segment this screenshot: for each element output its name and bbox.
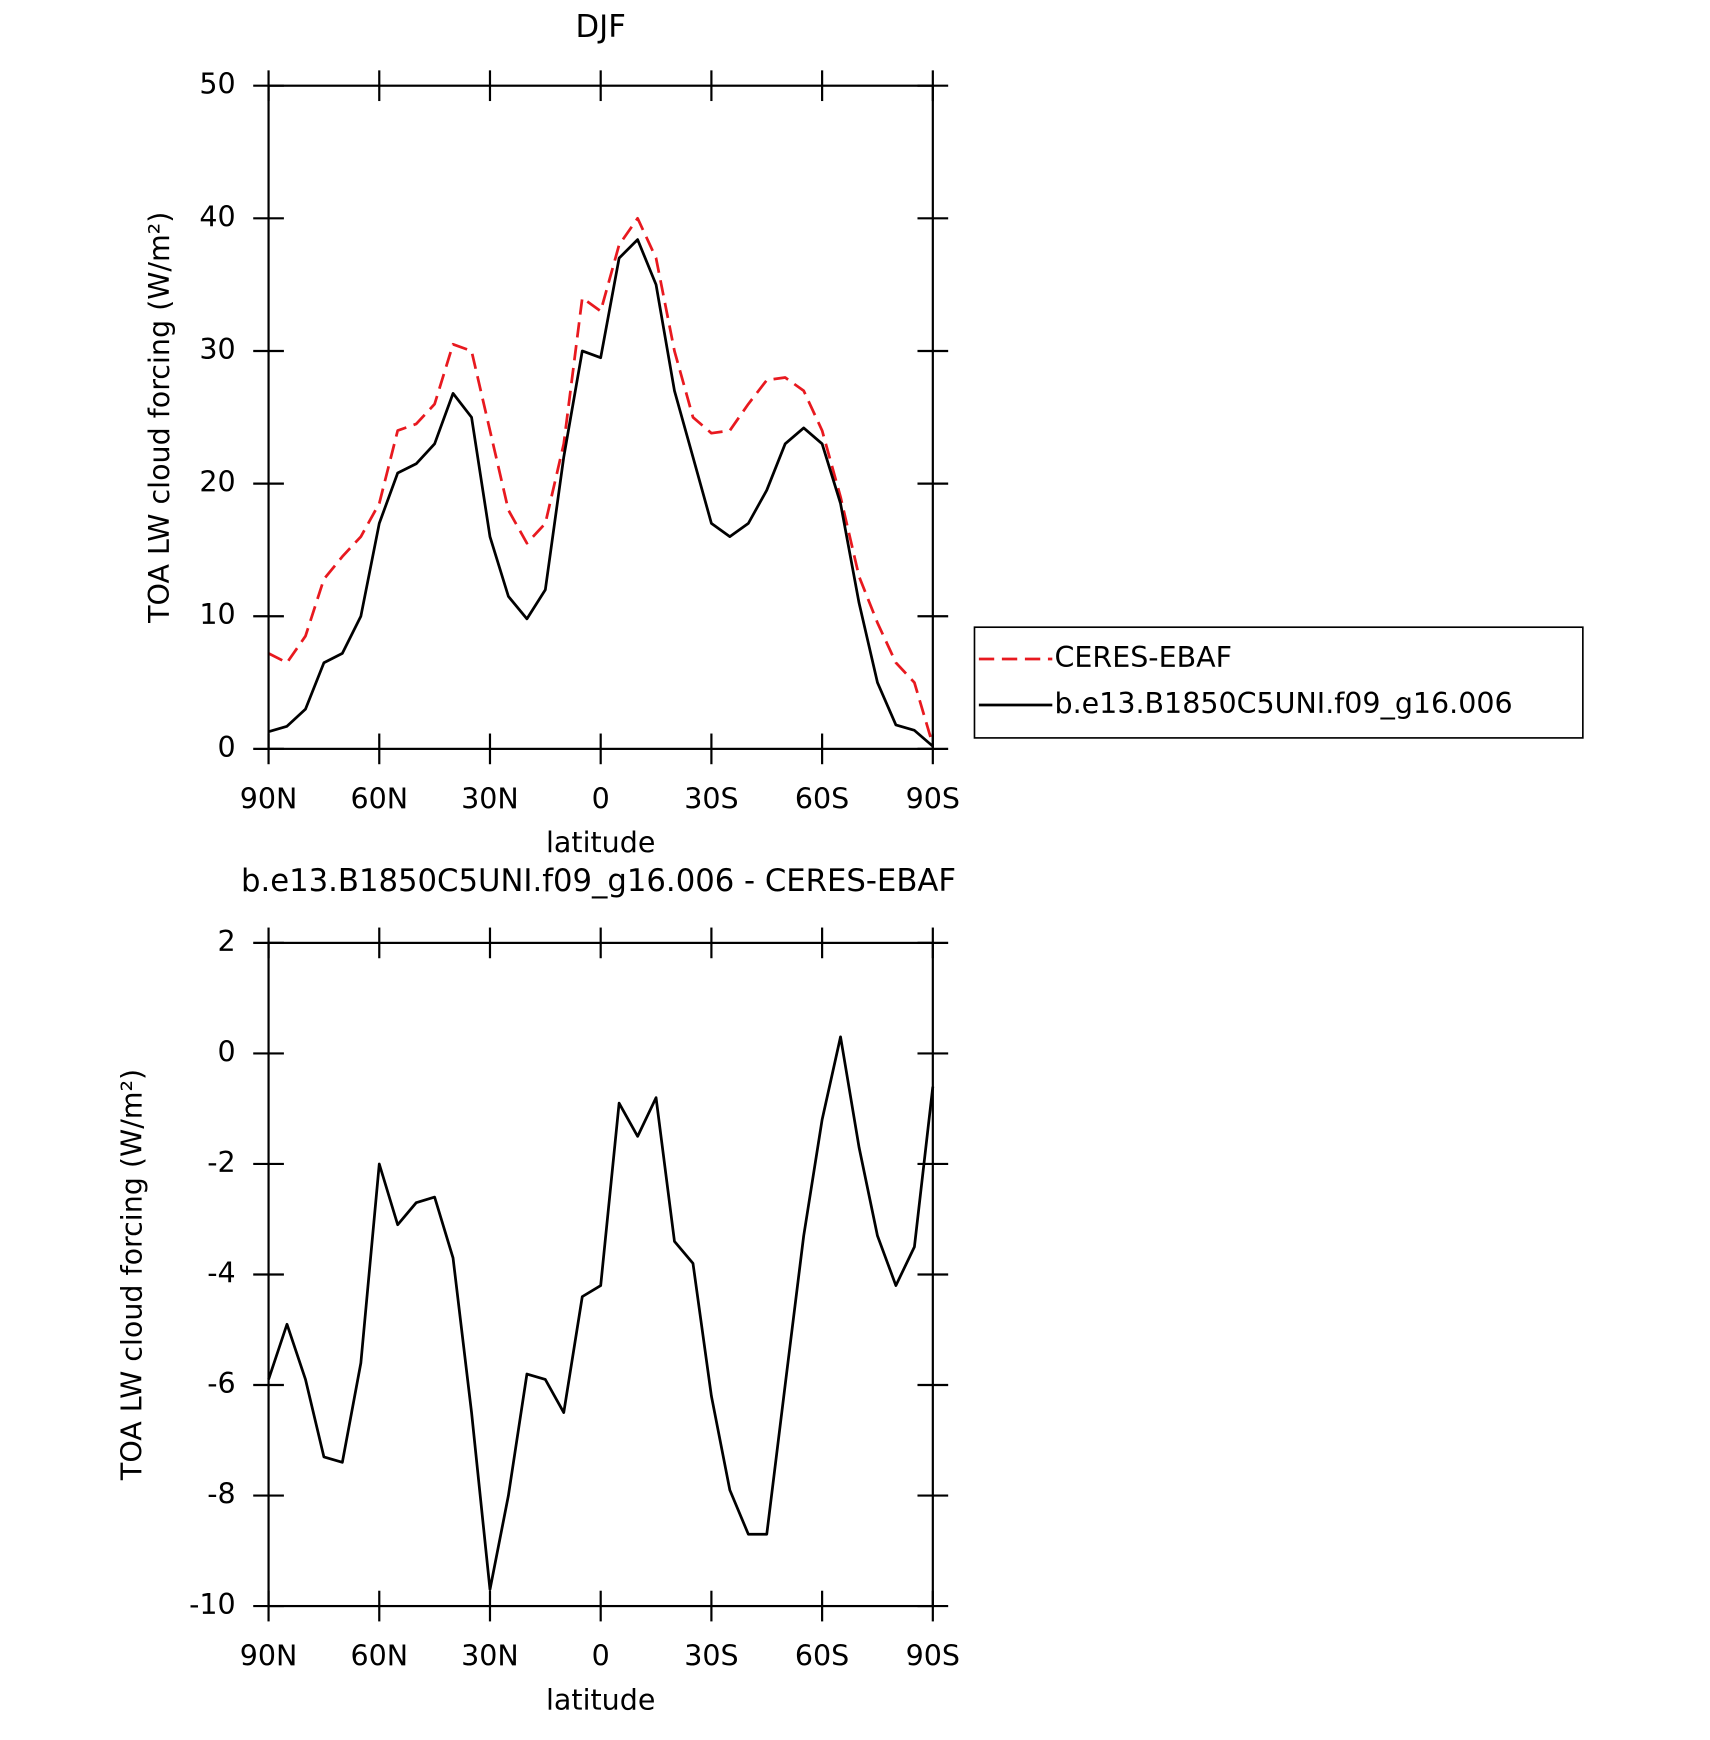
- x-tick-label: 30N: [461, 1640, 519, 1673]
- y-tick-label: 10: [199, 598, 235, 631]
- y-tick-label: 0: [218, 731, 236, 764]
- x-tick-label: 90S: [906, 782, 960, 815]
- y-axis-label: TOA LW cloud forcing (W/m²): [116, 1069, 149, 1481]
- y-tick-label: -2: [207, 1146, 235, 1179]
- x-tick-label: 0: [592, 1640, 610, 1673]
- data-line: [267, 1035, 935, 1591]
- x-tick-label: 60S: [795, 782, 849, 815]
- x-tick-label: 30N: [461, 782, 519, 815]
- chart-title: DJF: [576, 10, 626, 45]
- data-line: [267, 216, 935, 746]
- y-tick-label: 30: [199, 333, 235, 366]
- chart-title: b.e13.B1850C5UNI.f09_g16.006 - CERES-EBA…: [241, 864, 956, 899]
- legend-label: b.e13.B1850C5UNI.f09_g16.006: [1055, 687, 1513, 720]
- data-line: [268, 238, 934, 748]
- x-tick-label: 60S: [795, 1640, 849, 1673]
- x-tick-label: 90N: [240, 782, 298, 815]
- x-tick-label: 0: [592, 782, 610, 815]
- x-tick-label: 30S: [684, 782, 738, 815]
- legend-label: CERES-EBAF: [1055, 641, 1233, 674]
- y-tick-label: -10: [189, 1588, 236, 1621]
- x-tick-label: 90N: [240, 1640, 298, 1673]
- x-tick-label: 60N: [350, 782, 408, 815]
- y-tick-label: 2: [218, 925, 236, 958]
- y-tick-label: 50: [199, 68, 235, 101]
- y-axis-label: TOA LW cloud forcing (W/m²): [143, 212, 176, 624]
- x-axis-label: latitude: [546, 1683, 655, 1716]
- y-tick-label: -4: [207, 1256, 235, 1289]
- plot-frame: [267, 84, 934, 750]
- x-tick-label: 30S: [684, 1640, 738, 1673]
- x-tick-label: 90S: [906, 1640, 960, 1673]
- y-tick-label: -8: [207, 1478, 235, 1511]
- x-tick-label: 60N: [350, 1640, 408, 1673]
- y-tick-label: 40: [199, 200, 235, 233]
- y-tick-label: -6: [207, 1367, 235, 1400]
- y-tick-label: 0: [218, 1035, 236, 1068]
- y-tick-label: 20: [199, 466, 235, 499]
- x-axis-label: latitude: [546, 826, 655, 859]
- legend-box: [973, 626, 1584, 739]
